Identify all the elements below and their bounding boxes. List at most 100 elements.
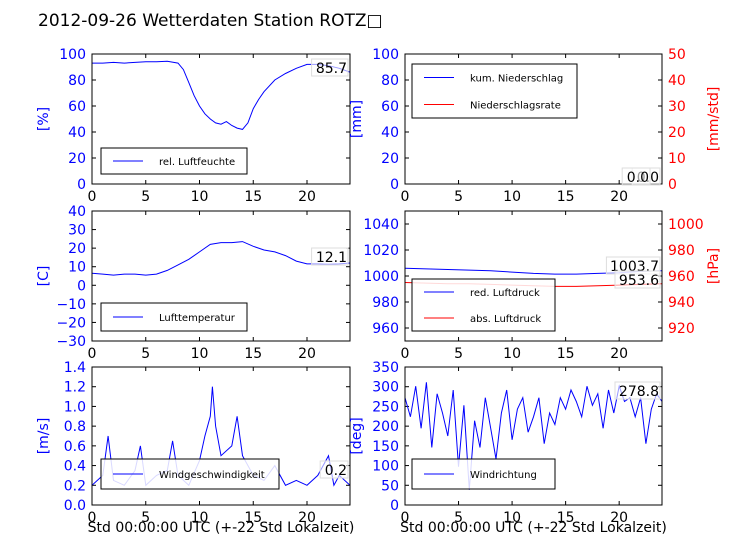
x-tick-label: 15 <box>557 510 575 526</box>
x-tick-label: 15 <box>244 346 262 362</box>
current-value-box <box>614 381 661 400</box>
current-value-label: 0.2 <box>325 463 347 479</box>
y-tick-label: 80 <box>68 73 86 89</box>
y-tick-label: 100 <box>372 47 399 63</box>
y2-tick-label: 940 <box>668 295 695 311</box>
chart-humidity: 0 20 40 60 80 100 0 5 10 15 20 [%] rel. Luftfeuchte 8… <box>36 47 351 205</box>
current-value-box <box>614 270 661 289</box>
x-tick-label: 0 <box>401 189 410 205</box>
chart-precipitation: 0 20 40 60 80 100 0 10 20 30 40 50 0 5 10 15 20 [mm] [mm/s… <box>349 47 722 205</box>
y-tick-label: 350 <box>372 360 399 376</box>
current-value-label: 953.6 <box>619 273 659 289</box>
current-value-box <box>311 247 349 266</box>
y-tick-label: 1040 <box>363 217 399 233</box>
y-tick-label: 960 <box>372 321 399 337</box>
x-tick-label: 5 <box>141 510 150 526</box>
y-tick-label: 1020 <box>363 243 399 259</box>
y-tick-label: 20 <box>68 241 86 257</box>
x-tick-label: 10 <box>191 189 209 205</box>
x-tick-label: 5 <box>141 189 150 205</box>
y-tick-label: 1.4 <box>64 360 86 376</box>
axes-frame <box>404 53 663 185</box>
y-tick-label: 20 <box>381 151 399 167</box>
chart-temperature: −30 −20 −10 0 10 20 30 40 0 5 10 15 20 [C] Lufttempera… <box>36 204 351 362</box>
y-tick-label: 1.2 <box>64 380 86 396</box>
chart-windspeed: 0.0 0.2 0.4 0.6 0.8 1.0 1.2 1.4 0 5 10 15 20 [m/s] Std… <box>36 360 354 536</box>
y-tick-label: 1000 <box>363 269 399 285</box>
x-tick-label: 0 <box>88 346 97 362</box>
x-tick-label: 15 <box>557 346 575 362</box>
x-tick-label: 5 <box>454 189 463 205</box>
legend-box <box>411 63 578 119</box>
y2-tick-label: 50 <box>668 47 686 63</box>
x-tick-label: 10 <box>503 189 521 205</box>
current-value-box <box>621 167 651 186</box>
x-tick-label: 15 <box>244 510 262 526</box>
y-tick-label: 0 <box>390 177 399 193</box>
y2-tick-label: 960 <box>668 269 695 285</box>
y-tick-label: 60 <box>68 99 86 115</box>
legend-pressure: red. Luftdruck abs. Luftdruck <box>411 278 556 332</box>
y-axis-label: [deg] <box>349 417 365 454</box>
y2-axis-label: [hPa] <box>706 248 722 284</box>
x-tick-label: 0 <box>88 189 97 205</box>
x-tick-label: 0 <box>401 346 410 362</box>
y-tick-label: 0.0 <box>64 498 86 514</box>
axes-frame <box>91 366 351 506</box>
y-axis-label: [%] <box>36 107 52 131</box>
series-line-humidity-0 <box>92 60 350 130</box>
x-tick-label: 20 <box>298 510 316 526</box>
current-value-box <box>319 460 349 479</box>
page-title: 2012-09-26 Wetterdaten Station ROTZ□ <box>38 11 383 31</box>
x-tick-label: 10 <box>191 346 209 362</box>
axes-frame <box>404 210 663 342</box>
y-tick-label: 200 <box>372 419 399 435</box>
y-tick-label: 0 <box>390 498 399 514</box>
x-tick-label: 5 <box>141 346 150 362</box>
chart-pressure: 960 980 1000 1020 1040 920 940 960 980 1000 0 5 10 15… <box>363 210 722 362</box>
y-tick-label: 0 <box>77 177 86 193</box>
y-axis-label: [mm] <box>349 100 365 138</box>
legend-box <box>100 458 280 490</box>
y2-tick-label: 30 <box>668 99 686 115</box>
y2-axis-label: [mm/std] <box>706 87 722 152</box>
y-tick-label: 40 <box>68 204 86 220</box>
x-axis-label: Std 00:00:00 UTC (+-22 Std Lokalzeit) <box>400 520 667 536</box>
x-tick-label: 20 <box>298 189 316 205</box>
legend-temperature: Lufttemperatur <box>100 302 248 332</box>
legend-winddirection: Windrichtung <box>411 458 556 490</box>
legend-label: rel. Luftfeuchte <box>159 157 235 168</box>
y-tick-label: 0 <box>77 278 86 294</box>
y-axis-label: [m/s] <box>36 418 52 455</box>
y-tick-label: −20 <box>56 315 86 331</box>
current-value-box <box>311 58 349 77</box>
series-line-temperature-0 <box>92 241 350 276</box>
y-tick-label: 0.6 <box>64 439 86 455</box>
legend-box <box>411 278 556 332</box>
y-tick-label: −10 <box>56 297 86 313</box>
y2-tick-label: 10 <box>668 151 686 167</box>
y-tick-label: 150 <box>372 439 399 455</box>
current-value-label: 278.8 <box>619 384 659 400</box>
y-tick-label: 40 <box>381 125 399 141</box>
x-tick-label: 0 <box>401 510 410 526</box>
y2-tick-label: 920 <box>668 321 695 337</box>
axes-frame <box>91 210 351 342</box>
y2-tick-label: 1000 <box>668 217 704 233</box>
legend-precipitation: kum. Niederschlag Niederschlagsrate <box>411 63 578 119</box>
x-tick-label: 20 <box>610 346 628 362</box>
legend-humidity: rel. Luftfeuchte <box>100 147 248 175</box>
y-tick-label: 10 <box>68 260 86 276</box>
legend-label: Windgeschwindigkeit <box>159 470 265 481</box>
y-tick-label: 100 <box>372 459 399 475</box>
y-tick-label: −30 <box>56 334 86 350</box>
y-tick-label: 20 <box>68 151 86 167</box>
x-tick-label: 20 <box>610 189 628 205</box>
legend-label: kum. Niederschlag <box>470 74 563 85</box>
y-tick-label: 980 <box>372 295 399 311</box>
x-tick-label: 10 <box>191 510 209 526</box>
y-tick-label: 0.4 <box>64 459 86 475</box>
axes-frame <box>404 366 663 506</box>
